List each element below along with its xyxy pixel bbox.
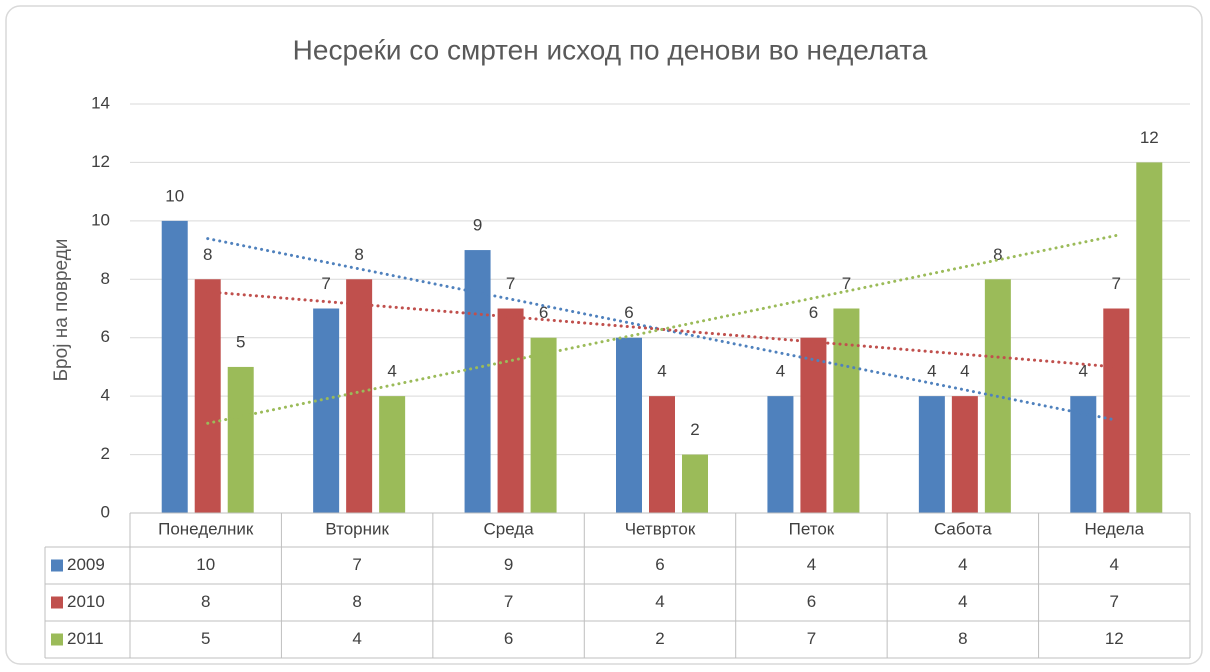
- y-tick-label: 12: [91, 152, 110, 171]
- table-cell: 6: [807, 592, 816, 611]
- data-label: 12: [1140, 128, 1159, 147]
- legend-label: 2011: [67, 629, 104, 648]
- table-cell: 4: [958, 592, 967, 611]
- y-tick-label: 8: [101, 269, 110, 288]
- data-label: 7: [321, 274, 330, 293]
- x-tick-label: Четврток: [625, 519, 696, 538]
- bar: [194, 279, 221, 513]
- legend-swatch: [51, 633, 63, 646]
- y-axis-label: Број на повреди: [51, 239, 72, 382]
- table-cell: 4: [352, 629, 361, 648]
- table-cell: 2: [655, 629, 664, 648]
- bar: [1136, 162, 1163, 513]
- data-label: 8: [993, 245, 1002, 264]
- data-label: 9: [473, 216, 482, 235]
- table-cell: 7: [1110, 592, 1119, 611]
- legend-swatch: [51, 559, 63, 572]
- bar: [649, 396, 675, 513]
- y-tick-label: 4: [101, 386, 110, 405]
- bar: [1070, 396, 1097, 513]
- table-cell: 10: [196, 555, 215, 574]
- data-label: 4: [1079, 362, 1088, 381]
- chart-title: Несреќи со смртен исход по денови во нед…: [293, 34, 928, 65]
- table-cell: 5: [201, 629, 210, 648]
- bar: [800, 337, 827, 513]
- bar: [767, 396, 794, 513]
- data-label: 7: [506, 274, 515, 293]
- legend-label: 2010: [67, 592, 105, 611]
- y-tick-label: 6: [101, 327, 110, 346]
- data-label: 7: [842, 274, 851, 293]
- trendline: [206, 290, 1118, 369]
- legend-swatch: [51, 596, 63, 609]
- x-tick-label: Вторник: [325, 519, 389, 538]
- data-label: 6: [809, 303, 818, 322]
- table-cell: 7: [807, 629, 816, 648]
- bar: [161, 220, 188, 513]
- table-cell: 7: [504, 592, 513, 611]
- data-label: 10: [165, 186, 184, 205]
- data-label: 8: [354, 245, 363, 264]
- bar: [616, 337, 642, 513]
- data-label: 5: [236, 332, 245, 351]
- table-cell: 4: [958, 555, 967, 574]
- data-label: 4: [776, 362, 785, 381]
- data-label: 6: [539, 303, 548, 322]
- y-tick-label: 0: [101, 502, 110, 521]
- table-cell: 6: [504, 629, 513, 648]
- table-cell: 6: [655, 555, 664, 574]
- bar: [833, 308, 860, 513]
- data-label: 2: [690, 420, 699, 439]
- table-cell: 4: [655, 592, 664, 611]
- x-tick-label: Среда: [483, 519, 534, 538]
- bar: [682, 454, 708, 513]
- bar: [951, 396, 978, 513]
- data-label: 4: [960, 362, 969, 381]
- y-tick-label: 10: [91, 210, 110, 229]
- bar: [918, 396, 945, 513]
- table-cell: 12: [1105, 629, 1124, 648]
- bar: [530, 337, 557, 513]
- bar: [313, 308, 340, 513]
- table-cell: 8: [352, 592, 361, 611]
- legend-label: 2009: [67, 555, 105, 574]
- table-cell: 4: [807, 555, 816, 574]
- trendline: [206, 233, 1118, 425]
- data-label: 4: [657, 362, 666, 381]
- x-tick-label: Петок: [789, 519, 835, 538]
- bar: [464, 250, 491, 514]
- data-label: 8: [203, 245, 212, 264]
- table-cell: 8: [958, 629, 967, 648]
- x-tick-label: Недела: [1085, 519, 1145, 538]
- data-label: 7: [1112, 274, 1121, 293]
- bar: [379, 396, 406, 513]
- bar: [497, 308, 524, 513]
- table-cell: 4: [1110, 555, 1119, 574]
- bar: [346, 279, 373, 513]
- chart-frame: [5, 5, 1203, 665]
- x-tick-label: Сабота: [934, 519, 992, 538]
- table-cell: 8: [201, 592, 210, 611]
- y-tick-label: 2: [101, 444, 110, 463]
- table-cell: 7: [352, 555, 361, 574]
- table-cell: 9: [504, 555, 513, 574]
- bar: [1103, 308, 1130, 513]
- data-label: 4: [927, 362, 936, 381]
- bar: [227, 366, 254, 513]
- data-label: 4: [387, 362, 396, 381]
- y-tick-label: 14: [91, 93, 110, 112]
- data-label: 6: [624, 303, 633, 322]
- x-tick-label: Понеделник: [158, 519, 254, 538]
